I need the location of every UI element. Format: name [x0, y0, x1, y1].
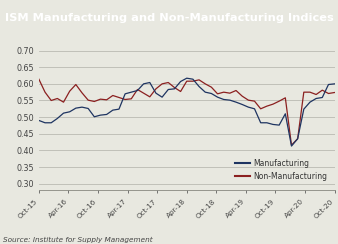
Text: Source: Institute for Supply Management: Source: Institute for Supply Management	[3, 237, 153, 243]
Text: ISM Manufacturing and Non-Manufacturing Indices: ISM Manufacturing and Non-Manufacturing …	[5, 13, 333, 23]
Legend: Manufacturing, Non-Manufacturing: Manufacturing, Non-Manufacturing	[232, 156, 331, 183]
